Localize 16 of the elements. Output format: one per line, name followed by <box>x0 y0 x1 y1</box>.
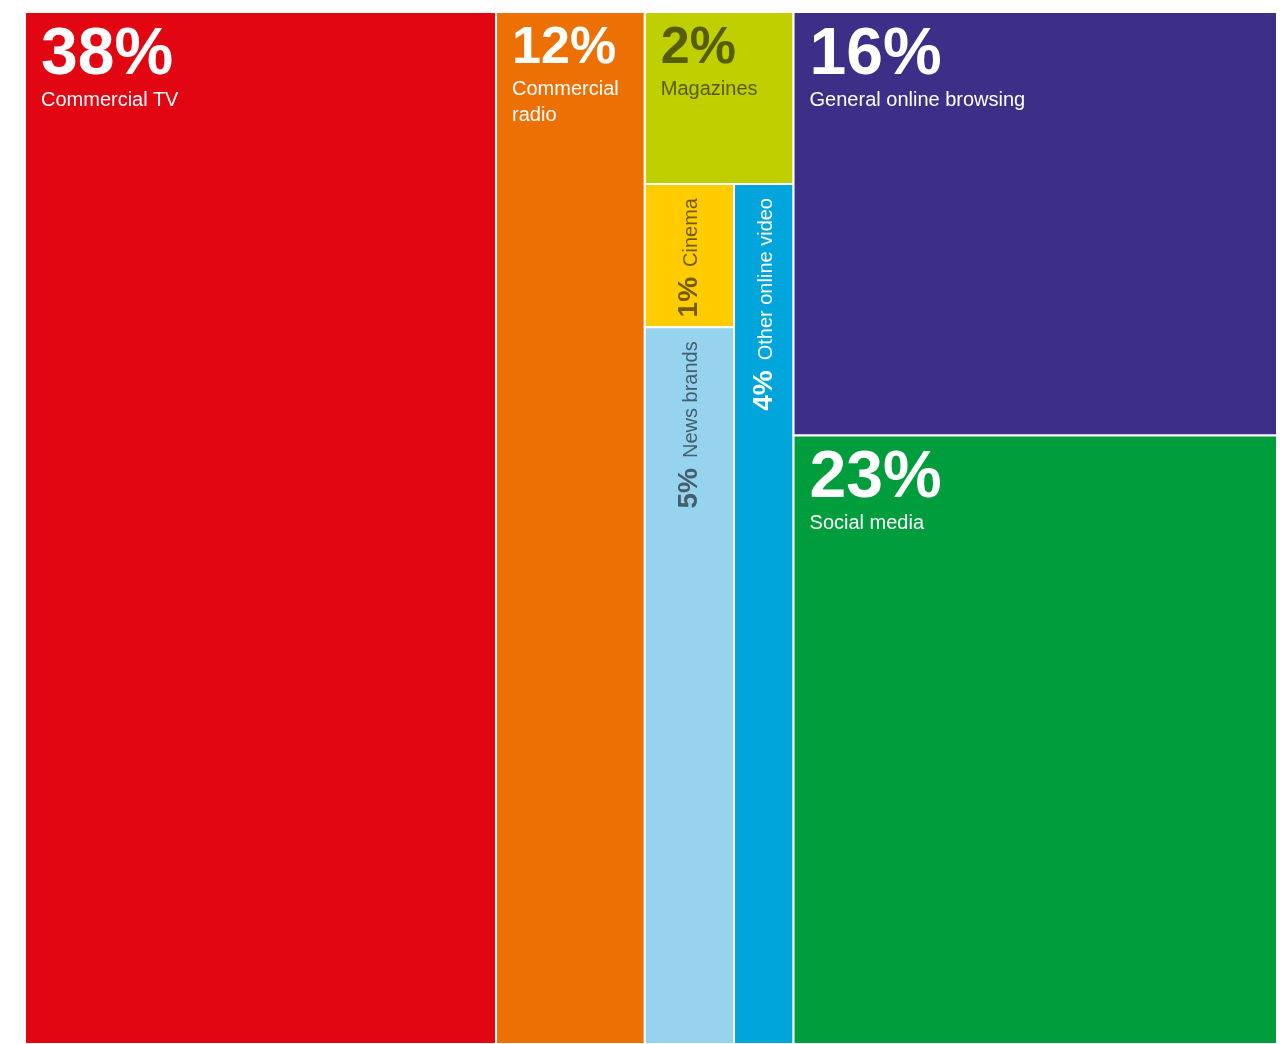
data-label: 4% <box>746 370 778 411</box>
data-label: 1% <box>672 276 704 318</box>
category-label: Commercial TV <box>41 87 180 110</box>
category-label: Commercial radio <box>512 77 619 125</box>
category-label: Cinema <box>679 197 702 267</box>
data-label: 38% <box>41 13 174 88</box>
data-label: 2% <box>660 16 736 74</box>
data-label: 12% <box>512 16 617 74</box>
data-label: 16% <box>809 13 942 88</box>
category-label: General online browsing <box>809 87 1026 110</box>
category-label: Magazines <box>660 77 758 99</box>
data-label: 23% <box>809 436 942 511</box>
category-label: News brands <box>679 341 702 459</box>
category-label: Other online video <box>753 198 776 361</box>
data-label: 5% <box>672 467 704 509</box>
category-label: Social media <box>809 510 925 533</box>
